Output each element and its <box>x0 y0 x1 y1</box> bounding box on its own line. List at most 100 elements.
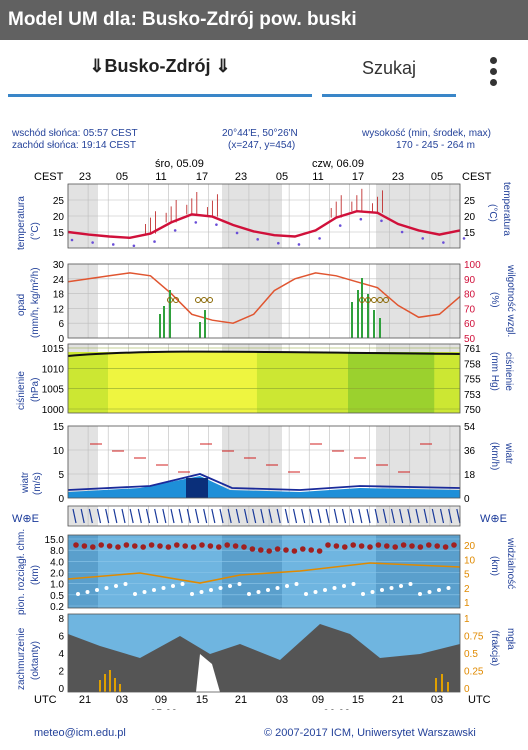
cloud-base-point <box>350 542 357 548</box>
pressure-tick-left: 1010 <box>42 364 65 375</box>
wind-direction-arrow <box>227 508 232 524</box>
wind-direction-arrow <box>211 508 216 524</box>
wind-tick-left: 15 <box>53 422 65 433</box>
cloud-top-point <box>76 592 80 596</box>
precip-symbol <box>201 297 207 303</box>
day1-bottom-label: 05.09 <box>150 708 178 710</box>
wind-frame <box>67 425 461 499</box>
dewpoint-point <box>421 237 425 240</box>
cloud-top-point <box>114 584 118 588</box>
app-title-bar: Model UM dla: Busko-Zdrój pow. buski <box>0 0 528 40</box>
wind-direction-arrow <box>170 508 175 524</box>
vis-right-unit: (km) <box>489 556 500 576</box>
cloud-top-point <box>104 586 109 590</box>
cloud-base-point <box>333 543 340 549</box>
wind-tick-right: 0 <box>464 494 470 505</box>
cloud-top-point <box>190 592 194 596</box>
wind-direction-arrow <box>415 508 420 524</box>
cloud-top-point <box>123 582 128 586</box>
cloud-base-point <box>132 543 138 549</box>
cloud-base-point <box>291 548 298 554</box>
cloud-top-point <box>247 592 251 596</box>
wind-direction-arrow <box>317 508 322 524</box>
wind-direction-arrow <box>456 508 461 524</box>
temp-tick-right: 20 <box>464 212 476 223</box>
cloud-base-point <box>266 548 273 554</box>
cloud-cover-area <box>68 624 460 692</box>
wind-tick-left: 5 <box>58 470 64 481</box>
tab-location[interactable]: ⇓Busko-Zdrój ⇓ <box>89 56 231 76</box>
pressure-tick-right: 753 <box>464 390 481 401</box>
wind-direction-arrow <box>72 508 77 524</box>
hour-bottom-label: 03 <box>276 694 288 706</box>
cloud-top-point <box>342 584 346 588</box>
cloud-base-point <box>358 543 365 549</box>
wind-direction-arrow <box>284 508 289 524</box>
wind-direction-arrow <box>129 508 134 524</box>
cloud-base-point <box>426 542 432 548</box>
cloud-top-point <box>228 584 232 588</box>
cloud-base-point <box>300 546 306 552</box>
dewpoint-point <box>277 241 280 245</box>
vis-tick-left: 4.0 <box>50 557 64 568</box>
footer-email[interactable]: meteo@icm.edu.pl <box>34 727 126 739</box>
cloud-top-point <box>313 590 318 594</box>
cloud-base-point <box>434 543 441 549</box>
cloud-base-point <box>190 544 197 550</box>
dewpoint-point <box>256 238 259 241</box>
cloud-base-point <box>106 543 113 549</box>
hour-bottom-label: 21 <box>235 694 247 706</box>
fog-tick-right: 0.75 <box>464 632 484 643</box>
cloud-base-point <box>216 544 222 550</box>
wind-speed-line <box>67 473 461 491</box>
compass-left-icon: W⊕E <box>12 513 39 525</box>
cloud-top-point <box>351 582 356 586</box>
cloud-base-point <box>207 543 214 549</box>
wind-direction-arrow <box>276 508 281 524</box>
hour-bottom-label: 15 <box>352 694 364 706</box>
humidity-tick-right: 90 <box>464 275 476 286</box>
overflow-menu-icon[interactable] <box>485 57 501 93</box>
meteogram-chart: śro, 05.09 czw, 06.09 CEST CEST UTC UTC 05.09 0… <box>12 158 507 710</box>
pressure-tick-right: 758 <box>464 359 481 370</box>
cloud-top-point <box>437 588 441 592</box>
pressure-tick-left: 1015 <box>42 344 65 355</box>
wind-direction-arrow <box>366 508 371 524</box>
temp-frame <box>67 183 461 249</box>
wind-tick-right: 18 <box>464 470 476 481</box>
hour-top-label: 11 <box>312 171 323 183</box>
cloud-top-point <box>133 592 137 596</box>
cloud-top-point <box>266 588 270 592</box>
cloud-top-point <box>427 590 432 594</box>
cloud-base-point <box>73 542 79 548</box>
tab-search[interactable]: Szukaj <box>361 58 417 78</box>
dewpoint-point <box>380 219 383 223</box>
wind-direction-arrow <box>162 508 167 524</box>
dewpoint-point <box>400 230 404 234</box>
dewpoint-point <box>173 229 177 232</box>
precip-symbol <box>371 297 377 303</box>
grid-text: (x=247, y=454) <box>228 140 296 151</box>
dewpoint-point <box>194 221 198 224</box>
wind-direction-arrow <box>154 508 159 524</box>
cloud-base-point <box>392 544 399 550</box>
cloud-tick-left: 2 <box>58 667 64 678</box>
cloud-base-point <box>90 544 96 550</box>
cloud-base-point <box>98 542 104 548</box>
visibility-tick-right: 10 <box>464 555 476 566</box>
visibility-tick-right: 20 <box>464 541 476 552</box>
visibility-tick-right: 2 <box>464 584 470 595</box>
cloud-base-point <box>283 547 289 553</box>
wind-speed-area <box>68 476 460 498</box>
cloud-top-point <box>323 588 327 592</box>
temp-right-unit: (°C) <box>487 204 498 222</box>
vis-tick-left: 8.0 <box>50 546 64 557</box>
cloud-left-unit: (oktanty) <box>30 641 41 680</box>
pressure-tick-left: 1000 <box>42 405 65 416</box>
cloud-top-point <box>95 588 99 592</box>
precip-right-label: wilgotność wzgl. <box>505 265 516 338</box>
precip-tick-left: 30 <box>53 260 65 271</box>
precip-symbol <box>359 297 365 303</box>
hour-top-label: 17 <box>196 171 208 183</box>
precip-tick-left: 6 <box>58 319 64 330</box>
